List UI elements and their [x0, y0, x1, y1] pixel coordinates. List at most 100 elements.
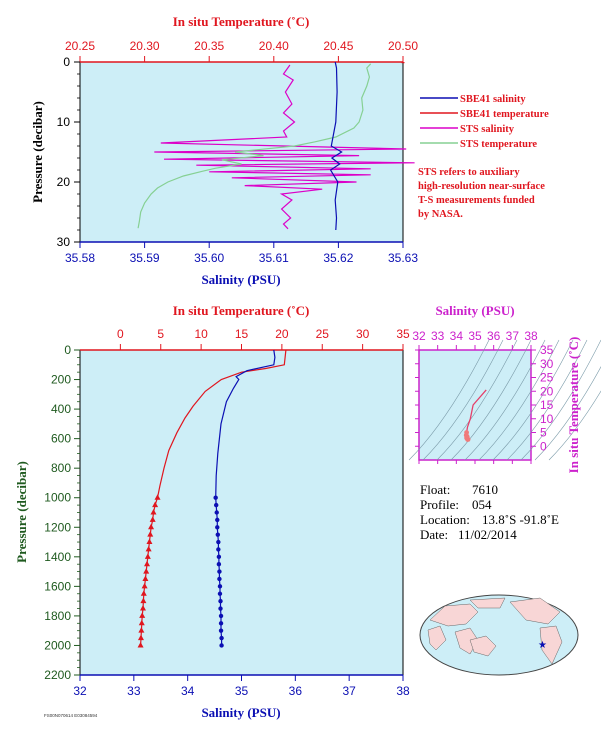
ts-salinity-tick-label: 33 — [431, 329, 445, 343]
plot1-temperature-tick-label: 20.40 — [259, 39, 289, 53]
plot2-salinity-tick-label: 32 — [73, 684, 87, 698]
plot2-pressure-tick-label: 400 — [51, 402, 71, 416]
ts-density-contour — [436, 339, 518, 461]
date-label: Date: — [420, 527, 448, 542]
plot2-salinity-point — [218, 606, 223, 611]
plot1-salinity-tick-label: 35.60 — [194, 251, 224, 265]
ts-temperature-tick-label: 30 — [540, 357, 554, 371]
plot2-temperature-axis-title: In situ Temperature (˚C) — [173, 303, 310, 318]
legend-note-line-3: T-S measurements funded — [418, 195, 535, 206]
near-surface-panel: 20.25 20.30 20.35 20.40 20.45 20.50 35.58 35.59… — [30, 14, 418, 287]
land-africa — [427, 625, 447, 651]
ts-temperature-tick-label: 20 — [540, 384, 554, 398]
float-value: 7610 — [472, 482, 498, 497]
plot1-pressure-tick-label: 20 — [57, 175, 71, 189]
plot2-pressure-tick-label: 2200 — [44, 668, 71, 682]
plot2-temperature-tick-label: 10 — [194, 327, 208, 341]
ts-density-contour — [408, 339, 490, 461]
plot2-temperature-point — [147, 531, 154, 537]
plot1-temperature-tick-label: 20.45 — [323, 39, 353, 53]
plot2-salinity-point — [214, 510, 219, 515]
plot2-temperature-point — [154, 494, 161, 500]
plot1-temperature-tick-label: 20.50 — [388, 39, 418, 53]
plot2-pressure-tick-label: 0 — [64, 343, 71, 357]
plot1-temperature-axis-title: In situ Temperature (˚C) — [173, 14, 310, 29]
plot2-temperature-point — [143, 568, 150, 574]
plot2-pressure-tick-label: 1800 — [44, 609, 71, 623]
ts-density-contour — [422, 339, 504, 461]
plot2-salinity-point — [215, 532, 221, 537]
plot2-temperature-point — [138, 619, 145, 626]
ts-deep-point — [464, 434, 470, 440]
land-north-america — [509, 597, 561, 625]
plot2-salinity-point — [218, 628, 224, 633]
plot2-area — [79, 349, 404, 676]
plot2-salinity-point — [216, 539, 221, 545]
plot2-salinity-point — [218, 613, 224, 619]
legend-label-sbe41-salinity: SBE41 salinity — [460, 94, 526, 105]
plot2-temperature-tick-label: 25 — [316, 327, 330, 341]
plot2-pressure-tick-label: 200 — [51, 373, 71, 387]
land-south-america — [539, 625, 563, 665]
plot2-pressure-tick-label: 1600 — [44, 579, 71, 593]
plot2-temperature-point — [137, 634, 144, 641]
plot2-temperature-point — [137, 641, 144, 648]
plot1-temperature-tick-label: 20.35 — [194, 39, 224, 53]
plot2-salinity-point — [218, 621, 224, 626]
plot2-salinity-point — [215, 517, 220, 523]
ts-density-contour — [492, 339, 574, 461]
plot2-salinity-tick-label: 35 — [235, 684, 249, 698]
plot1-salinity-tick-label: 35.63 — [388, 251, 418, 265]
plot2-salinity-tick-label: 34 — [181, 684, 195, 698]
ts-salinity-tick-label: 32 — [412, 329, 426, 343]
float-position-star: ★ — [538, 640, 547, 651]
plot2-salinity-tick-label: 38 — [396, 684, 410, 698]
ts-temperature-tick-label: 5 — [540, 426, 547, 440]
land-asia-west — [429, 603, 479, 627]
plot1-pressure-tick-label: 10 — [57, 115, 71, 129]
plot1-salinity-axis-title: Salinity (PSU) — [201, 272, 280, 287]
plot1-area — [79, 61, 404, 243]
plot2-temperature-point — [139, 612, 146, 618]
plot2-salinity-tick-label: 33 — [127, 684, 141, 698]
location-value: 13.8˚S -91.8˚E — [482, 512, 559, 527]
legend-note-line-4: by NASA. — [418, 209, 463, 220]
float-info: Float: 7610 Profile: 054 Location: 13.8˚… — [420, 482, 559, 542]
plot2-salinity-point — [218, 598, 223, 604]
plot2-salinity-point — [213, 502, 219, 508]
plot2-temperature-tick-label: 30 — [356, 327, 370, 341]
plot2-temperature-point — [148, 523, 155, 530]
plot2-temperature-tick-label: 0 — [117, 327, 124, 341]
plot2-salinity-point — [217, 576, 222, 582]
ts-salinity-tick-label: 36 — [487, 329, 501, 343]
plot2-temperature-point — [149, 516, 156, 522]
profile-value: 054 — [472, 497, 492, 512]
plot2-temperature-point — [150, 509, 157, 515]
plot2-salinity-point — [217, 584, 223, 589]
plot1-pressure-tick-label: 30 — [57, 235, 71, 249]
ts-density-contour — [478, 339, 560, 461]
plot2-temperature-profile — [156, 349, 287, 498]
plot2-temperature-point — [145, 545, 152, 552]
ts-salinity-axis-title: Salinity (PSU) — [435, 303, 514, 318]
plot1-series-sbe41-salinity — [329, 61, 343, 231]
plot2-salinity-tick-label: 37 — [342, 684, 356, 698]
float-label: Float: — [420, 482, 450, 497]
ts-temperature-tick-label: 25 — [540, 371, 554, 385]
location-label: Location: — [420, 512, 470, 527]
plot2-temperature-point — [144, 553, 151, 559]
land-asia-north — [469, 597, 506, 609]
plot1-series-sts-temperature — [137, 63, 372, 229]
ts-density-contour — [520, 339, 601, 461]
profile-label: Profile: — [420, 497, 459, 512]
plot2-salinity-point — [215, 525, 220, 530]
plot1-salinity-tick-label: 35.59 — [130, 251, 160, 265]
ts-density-contour — [506, 339, 588, 461]
plot2-salinity-point — [217, 569, 222, 574]
plot2-salinity-profile — [215, 349, 276, 498]
plot2-pressure-tick-label: 1400 — [44, 550, 71, 564]
plot1-pressure-tick-label: 0 — [63, 55, 70, 69]
plot2-salinity-point — [219, 635, 224, 641]
plot1-pressure-axis-title: Pressure (decibar) — [30, 101, 45, 203]
